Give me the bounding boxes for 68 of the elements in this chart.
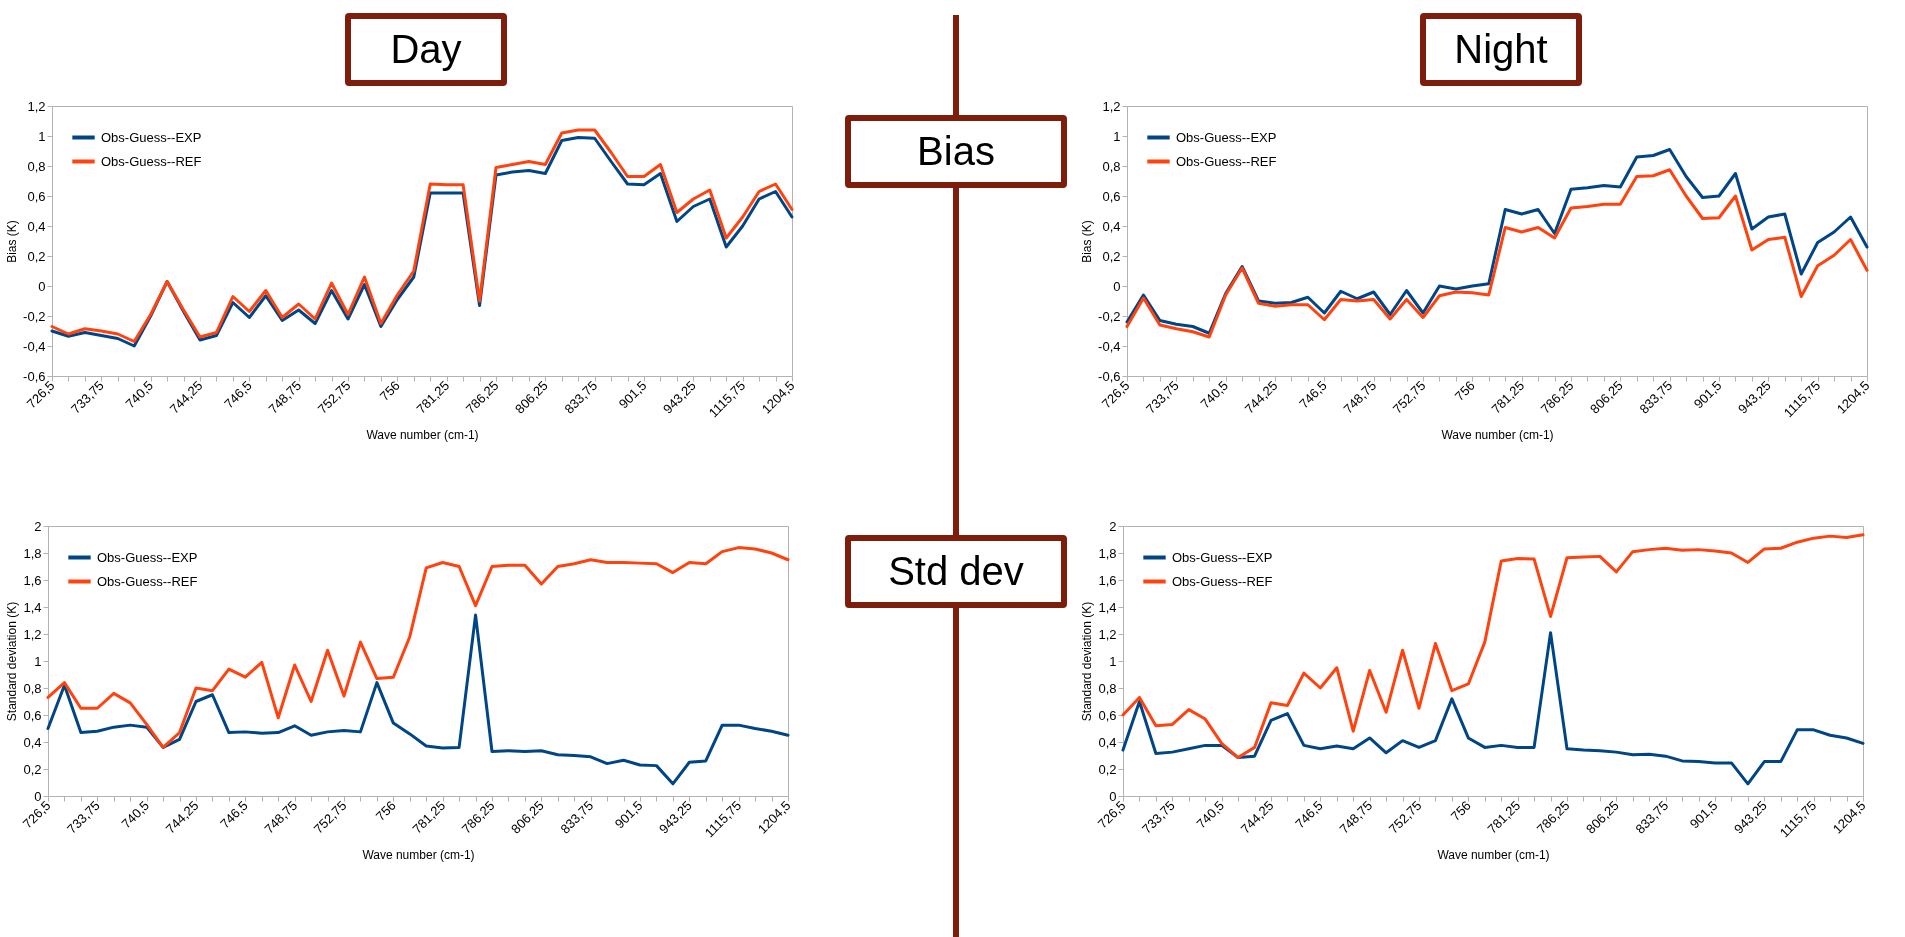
y-tick-label: 1,4 [1098, 599, 1117, 615]
y-tick-label: 1,2 [27, 98, 46, 114]
y-tick-label: 1 [34, 653, 42, 669]
x-axis-title: Wave number (cm-1) [1441, 428, 1554, 443]
y-tick-label: 0 [38, 278, 46, 294]
y-tick-label: 0,6 [27, 188, 46, 204]
chart-title: Day [345, 13, 507, 86]
y-tick-label: 0,8 [1102, 158, 1121, 174]
y-tick-label: 0,4 [1102, 218, 1121, 234]
y-tick-label: 0,8 [23, 680, 42, 696]
y-tick-label: 1 [1113, 128, 1121, 144]
y-tick-label: 0,2 [23, 761, 42, 777]
y-axis-title: Standard deviation (K) [1080, 601, 1095, 722]
legend-label: Obs-Guess--EXP [1172, 549, 1273, 565]
x-tick-label: 756 [1447, 797, 1474, 824]
legend-label: Obs-Guess--EXP [1176, 129, 1277, 145]
y-tick-label: 0 [1113, 278, 1121, 294]
y-tick-label: 0,4 [23, 734, 42, 750]
y-tick-label: 0 [34, 788, 42, 804]
x-tick-label: 756 [1451, 377, 1478, 404]
y-tick-label: 1 [38, 128, 46, 144]
y-tick-label: -0,4 [1098, 338, 1121, 354]
legend-label: Obs-Guess--REF [1172, 573, 1273, 589]
y-tick-label: 0,6 [23, 707, 42, 723]
legend-label: Obs-Guess--REF [101, 153, 202, 169]
y-tick-label: 1,8 [23, 545, 42, 561]
y-tick-label: -0,4 [23, 338, 46, 354]
y-tick-label: 1,6 [23, 572, 42, 588]
chart-title: Night [1420, 13, 1582, 86]
y-tick-label: 2 [34, 518, 42, 534]
y-tick-label: 0,8 [27, 158, 46, 174]
y-axis-title: Standard deviation (K) [5, 601, 20, 722]
y-tick-label: 0,6 [1098, 707, 1117, 723]
y-tick-label: 1,2 [1098, 626, 1117, 642]
y-tick-label: 0,2 [1102, 248, 1121, 264]
y-tick-label: -0,2 [1098, 308, 1121, 324]
y-tick-label: 1,2 [1102, 98, 1121, 114]
legend-label: Obs-Guess--EXP [101, 129, 202, 145]
text: Bias [845, 115, 1067, 188]
x-axis-title: Wave number (cm-1) [366, 428, 479, 443]
y-tick-label: 0,4 [27, 218, 46, 234]
y-tick-label: 1,8 [1098, 545, 1117, 561]
y-tick-label: 1,2 [23, 626, 42, 642]
legend-label: Obs-Guess--REF [97, 573, 198, 589]
line-series [1121, 533, 1865, 760]
legend-label: Obs-Guess--REF [1176, 153, 1277, 169]
y-tick-label: 0,8 [1098, 680, 1117, 696]
line-series [46, 613, 790, 786]
y-tick-label: 0 [1109, 788, 1117, 804]
x-tick-label: 756 [376, 377, 403, 404]
y-tick-label: -0,2 [23, 308, 46, 324]
legend-label: Obs-Guess--EXP [97, 549, 198, 565]
y-tick-label: 0,4 [1098, 734, 1117, 750]
x-axis-title: Wave number (cm-1) [362, 848, 475, 863]
line-series [46, 546, 790, 749]
y-tick-label: 1,4 [23, 599, 42, 615]
x-tick-label: 756 [372, 797, 399, 824]
y-tick-label: 2 [1109, 518, 1117, 534]
y-tick-label: 0,2 [27, 248, 46, 264]
line-series [1121, 631, 1865, 786]
x-axis-title: Wave number (cm-1) [1437, 848, 1550, 863]
y-tick-label: 1 [1109, 653, 1117, 669]
y-tick-label: 0,6 [1102, 188, 1121, 204]
y-tick-label: 0,2 [1098, 761, 1117, 777]
y-axis-title: Bias (K) [5, 220, 20, 263]
text: Std dev [845, 535, 1067, 608]
y-axis-title: Bias (K) [1080, 220, 1095, 263]
y-tick-label: 1,6 [1098, 572, 1117, 588]
